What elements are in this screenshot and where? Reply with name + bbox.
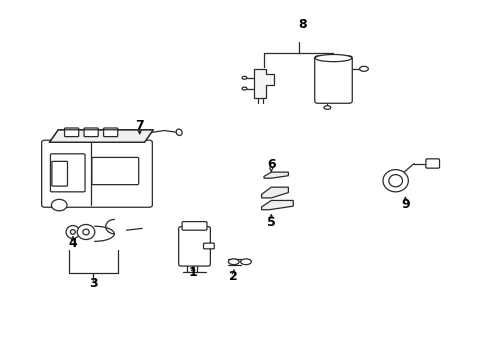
Ellipse shape (324, 106, 330, 109)
Polygon shape (261, 187, 288, 198)
FancyBboxPatch shape (203, 243, 214, 249)
Circle shape (51, 199, 67, 211)
Ellipse shape (315, 54, 351, 62)
Polygon shape (261, 201, 293, 210)
Ellipse shape (77, 225, 95, 239)
Text: 4: 4 (68, 237, 77, 250)
Ellipse shape (240, 259, 251, 265)
FancyBboxPatch shape (64, 128, 79, 136)
Ellipse shape (66, 226, 80, 238)
Text: 8: 8 (298, 18, 306, 31)
Ellipse shape (359, 66, 367, 71)
Ellipse shape (70, 230, 75, 234)
FancyBboxPatch shape (182, 222, 206, 230)
FancyBboxPatch shape (314, 56, 351, 103)
Text: 1: 1 (188, 266, 197, 279)
Text: 9: 9 (400, 198, 409, 211)
Ellipse shape (242, 87, 246, 90)
FancyBboxPatch shape (425, 159, 439, 168)
FancyBboxPatch shape (178, 226, 210, 266)
FancyBboxPatch shape (41, 140, 152, 207)
FancyBboxPatch shape (103, 128, 118, 136)
FancyBboxPatch shape (92, 157, 139, 185)
FancyBboxPatch shape (84, 128, 98, 136)
Ellipse shape (82, 229, 89, 235)
Text: 5: 5 (266, 216, 275, 229)
Ellipse shape (382, 170, 407, 192)
Polygon shape (49, 130, 153, 142)
Text: 6: 6 (266, 158, 275, 171)
FancyBboxPatch shape (50, 154, 85, 192)
Ellipse shape (242, 76, 246, 79)
Polygon shape (254, 69, 273, 98)
Polygon shape (264, 172, 288, 178)
Ellipse shape (176, 129, 182, 135)
Text: 2: 2 (229, 270, 238, 283)
Ellipse shape (388, 175, 402, 187)
Ellipse shape (228, 259, 239, 265)
FancyBboxPatch shape (52, 161, 67, 186)
Text: 7: 7 (135, 119, 144, 132)
Text: 3: 3 (89, 278, 98, 291)
